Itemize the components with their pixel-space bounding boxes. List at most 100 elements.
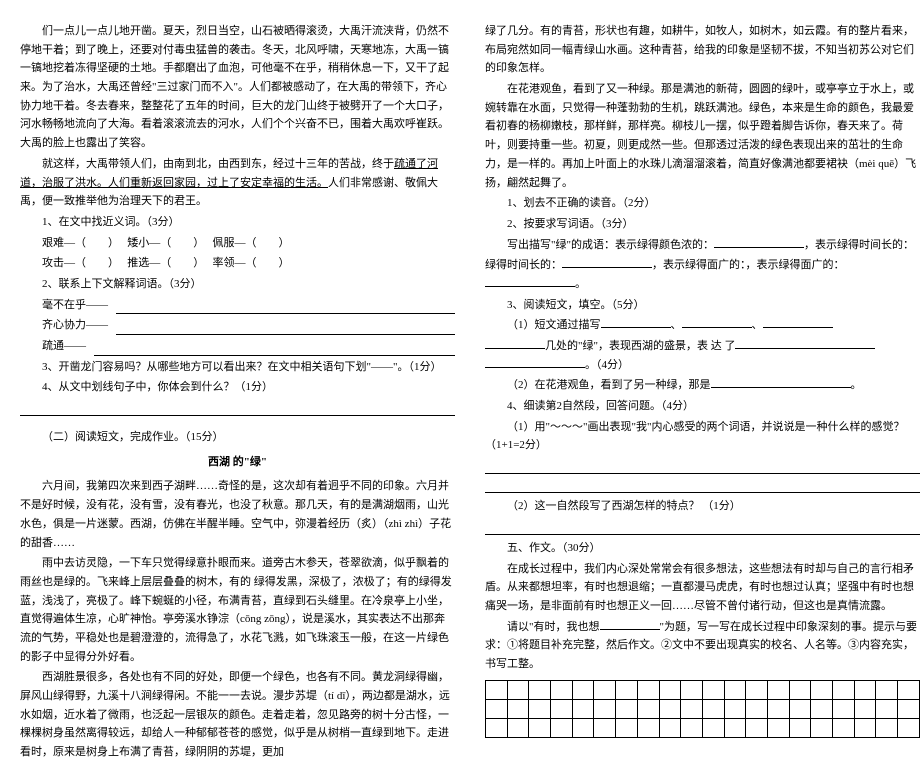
grid-cell <box>854 699 876 718</box>
grid-cell <box>724 718 746 737</box>
left-column: 们一点儿一点儿地开凿。夏天，烈日当空，山石被晒得滚烫，大禹汗流浃背，仍然不停地干… <box>20 20 455 764</box>
rq3-1: （1）短文通过描写、、 <box>485 316 920 335</box>
grid-cell <box>746 680 768 699</box>
zw-p2: 请以"有时，我也想"为题，写一写在成长过程中印象深刻的事。提示与要求：①将题目补… <box>485 618 920 674</box>
grid-cell <box>529 680 551 699</box>
grid-cell <box>594 718 616 737</box>
rq4: 4、细读第2自然段，回答问题。（4分） <box>485 397 920 416</box>
p1: 们一点儿一点儿地开凿。夏天，烈日当空，山石被晒得滚烫，大禹汗流浃背，仍然不停地干… <box>20 22 455 153</box>
grid-cell <box>594 699 616 718</box>
rq3: 3、阅读短文，填空。（5分） <box>485 296 920 315</box>
w3-row: 疏通—— <box>20 337 455 356</box>
grid-cell <box>876 680 898 699</box>
rq2-content2: 绿得时间长的：，表示绿得面广的：，表示绿得面广的：。 <box>485 256 920 293</box>
grid-cell <box>789 699 811 718</box>
grid-cell <box>551 680 573 699</box>
rq3-1b: 几处的"绿"，表现西湖的盛景，表 达 了 <box>485 337 920 356</box>
grid-cell <box>637 699 659 718</box>
right-p2: 在花港观鱼，看到了又一种绿。那是满池的新荷，圆圆的绿叶，或亭亭立于水上，或婉转靠… <box>485 80 920 192</box>
blank-line-r1 <box>485 459 920 474</box>
grid-cell <box>854 718 876 737</box>
rq3-2: （2）在花港观鱼，看到了另一种绿，那是。 <box>485 376 920 395</box>
grid-cell <box>702 718 724 737</box>
grid-cell <box>767 718 789 737</box>
grid-cell <box>854 680 876 699</box>
grid-cell <box>811 680 833 699</box>
grid-cell <box>898 680 920 699</box>
grid-cell <box>724 680 746 699</box>
grid-cell <box>507 718 529 737</box>
grid-cell <box>486 680 508 699</box>
rq4-1: （1）用"～～～"画出表现"我"内心感受的两个词语，并说说是一种什么样的感觉？ … <box>485 418 920 455</box>
grid-cell <box>876 718 898 737</box>
grid-cell <box>572 699 594 718</box>
grid-cell <box>616 718 638 737</box>
grid-cell <box>833 699 855 718</box>
right-p1: 绿了几分。有的青苔，形状也有趣，如耕牛，如牧人，如树木，如云霞。有的整片看来，布… <box>485 22 920 78</box>
writing-grid <box>485 680 920 738</box>
grid-cell <box>811 718 833 737</box>
grid-cell <box>659 680 681 699</box>
grid-cell <box>746 718 768 737</box>
grid-cell <box>898 718 920 737</box>
q2: 2、联系上下文解释词语。（3分） <box>20 275 455 294</box>
zw-p1: 在成长过程中，我们内心深处常常会有很多想法，这些想法有时却与自己的言行相矛盾。从… <box>485 560 920 616</box>
grid-cell <box>833 718 855 737</box>
q1: 1、在文中找近义词。（3分） <box>20 213 455 232</box>
grid-cell <box>486 699 508 718</box>
grid-cell <box>616 680 638 699</box>
grid-cell <box>659 699 681 718</box>
p5: 西湖胜景很多，各处也有不同的好处，即便一个绿色，也各有不同。黄龙洞绿得幽，屏风山… <box>20 668 455 761</box>
w2-row: 齐心协力—— <box>20 316 455 335</box>
grid-cell <box>551 718 573 737</box>
grid-cell <box>572 680 594 699</box>
rq2-content: 写出描写"绿"的成语：表示绿得颜色浓的：，表示绿得时间长的： <box>485 236 920 255</box>
grid-cell <box>551 699 573 718</box>
grid-cell <box>767 699 789 718</box>
grid-cell <box>724 699 746 718</box>
syn-row-2: 攻击—（ ） 推选—（ ） 率领—（ ） <box>20 254 455 273</box>
grid-cell <box>529 699 551 718</box>
section5: 五、作文。（30分） <box>485 539 920 558</box>
grid-cell <box>507 680 529 699</box>
sec2: （二）阅读短文，完成作业。（15分） <box>20 428 455 447</box>
grid-cell <box>898 699 920 718</box>
p4: 雨中去访灵隐，一下车只觉得绿意扑眼而来。道旁古木参天，苍翠欲滴，似乎飘着的雨丝也… <box>20 554 455 666</box>
grid-cell <box>637 680 659 699</box>
grid-cell <box>833 680 855 699</box>
rq2: 2、按要求写词语。（3分） <box>485 215 920 234</box>
grid-cell <box>594 680 616 699</box>
grid-cell <box>789 680 811 699</box>
grid-cell <box>486 718 508 737</box>
grid-cell <box>767 680 789 699</box>
p3: 六月间，我第四次来到西子湖畔……奇怪的是，这次却有着迥乎不同的印象。六月并不是好… <box>20 477 455 552</box>
p2-pre: 就这样，大禹带领人们，由南到北，由西到东，经过十三年的苦战，终于 <box>42 158 394 170</box>
grid-cell <box>507 699 529 718</box>
grid-cell <box>681 718 703 737</box>
grid-cell <box>659 718 681 737</box>
grid-cell <box>702 680 724 699</box>
syn-row-1: 艰难—（ ） 矮小—（ ） 佩服—（ ） <box>20 234 455 253</box>
rq3-1c: 。（4分） <box>485 356 920 375</box>
grid-cell <box>637 718 659 737</box>
grid-cell <box>681 680 703 699</box>
grid-cell <box>681 699 703 718</box>
grid-cell <box>876 699 898 718</box>
grid-cell <box>789 718 811 737</box>
rq1: 1、划去不正确的读音。（2分） <box>485 194 920 213</box>
blank-line-r3 <box>485 520 920 535</box>
right-column: 绿了几分。有的青苔，形状也有趣，如耕牛，如牧人，如树木，如云霞。有的整片看来，布… <box>485 20 920 764</box>
blank-line-1 <box>20 401 455 416</box>
w1-row: 毫不在乎—— <box>20 296 455 315</box>
q3: 3、开凿龙门容易吗？从哪些地方可以看出来？在文中相关语句下划"——"。（1分） <box>20 358 455 377</box>
grid-cell <box>811 699 833 718</box>
title-xihu: 西湖 的"绿" <box>20 453 455 472</box>
p2: 就这样，大禹带领人们，由南到北，由西到东，经过十三年的苦战，终于疏通了河道，治服… <box>20 155 455 211</box>
q4: 4、从文中划线句子中，你体会到什么？（1分） <box>20 378 455 397</box>
blank-line-r2 <box>485 478 920 493</box>
grid-cell <box>529 718 551 737</box>
grid-cell <box>746 699 768 718</box>
grid-cell <box>572 718 594 737</box>
grid-cell <box>702 699 724 718</box>
rq4-2: （2）这一自然段写了西湖怎样的特点？ （1分） <box>485 497 920 516</box>
